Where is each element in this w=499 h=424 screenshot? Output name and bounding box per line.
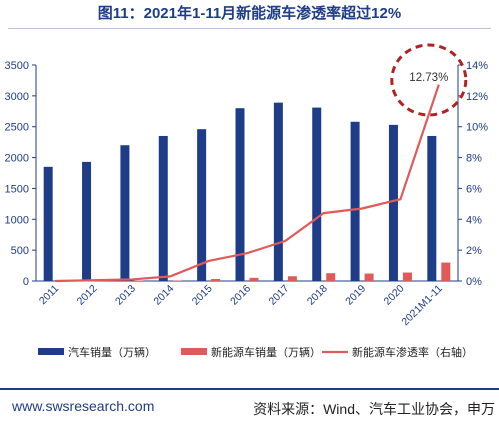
footer-source: 资料来源：Wind、汽车工业协会，申万: [253, 401, 495, 417]
bar-vehicle-sales: [235, 108, 245, 281]
x-tick-label: 2018: [305, 283, 330, 308]
title-divider: [8, 28, 491, 29]
legend-label-nev-penetration: 新能源车渗透率（右轴）: [352, 345, 473, 359]
bar-nev-sales: [134, 280, 144, 281]
y-left-tick-label: 3000: [5, 91, 29, 103]
y-right-tick-label: 2%: [466, 245, 482, 257]
footer-divider: [0, 388, 499, 390]
y-right-tick-label: 14%: [466, 60, 488, 72]
y-right-tick-label: 10%: [466, 122, 488, 134]
footer-url[interactable]: www.swsresearch.com: [12, 398, 155, 414]
bar-vehicle-sales: [312, 107, 322, 281]
bar-nev-sales: [249, 277, 259, 281]
y-left-tick-label: 2000: [5, 153, 29, 165]
y-right-tick-label: 8%: [466, 153, 482, 165]
legend-swatch-nev-sales: [181, 348, 207, 355]
y-left-tick-label: 3500: [5, 60, 29, 72]
legend-label-vehicle-sales: 汽车销量（万辆）: [68, 345, 156, 359]
x-tick-label: 2015: [190, 283, 215, 308]
bar-vehicle-sales: [388, 124, 398, 281]
y-left-tick-label: 1000: [5, 214, 29, 226]
x-tick-label: 2016: [228, 283, 253, 308]
chart-canvas: 0 500 1000 1500 2000 2500 3000 3500 0% 2% 4% 6% 8% 10…: [5, 43, 488, 359]
bar-vehicle-sales: [120, 145, 130, 281]
bar-vehicle-sales: [43, 166, 53, 281]
chart-title: 图11：2021年1-11月新能源车渗透率超过12%: [97, 5, 402, 22]
x-tick-label: 2017: [266, 283, 291, 308]
annotation-value-label: 12.73%: [409, 72, 448, 84]
x-tick-label: 2020: [382, 283, 407, 308]
y-right-tick-label: 6%: [466, 183, 482, 195]
bar-vehicle-sales: [82, 161, 92, 281]
bar-vehicle-sales: [350, 121, 360, 281]
y-right-tick-label: 4%: [466, 214, 482, 226]
y-left-tick-label: 1500: [5, 183, 29, 195]
bar-nev-sales: [441, 262, 451, 281]
y-left-tick-label: 2500: [5, 122, 29, 134]
annotation-circle: [390, 43, 468, 117]
y-left-tick-label: 0: [23, 276, 29, 288]
legend-swatch-vehicle-sales: [38, 348, 64, 355]
bar-vehicle-sales: [158, 135, 168, 281]
bar-vehicle-sales: [427, 135, 437, 281]
y-right-tick-label: 12%: [466, 91, 488, 103]
y-right-tick-label: 0%: [466, 276, 482, 288]
x-tick-label: 2014: [151, 283, 176, 308]
bar-vehicle-sales: [273, 102, 283, 281]
bar-nev-sales: [326, 273, 336, 281]
x-tick-label: 2011: [37, 283, 62, 308]
bar-nev-sales: [402, 272, 412, 281]
x-tick-label: 2021M1-11: [399, 283, 445, 329]
bar-nev-sales: [364, 273, 374, 281]
bar-vehicle-sales: [197, 129, 207, 281]
legend-label-nev-sales: 新能源车销量（万辆）: [211, 345, 321, 359]
bar-nev-sales: [172, 280, 182, 281]
line-nev-penetration: [55, 84, 440, 283]
x-tick-label: 2012: [75, 283, 100, 308]
x-tick-label: 2013: [113, 283, 138, 308]
y-left-tick-label: 500: [11, 245, 29, 257]
bar-nev-sales: [211, 278, 221, 281]
x-tick-label: 2019: [343, 283, 368, 308]
bar-nev-sales: [287, 276, 297, 281]
